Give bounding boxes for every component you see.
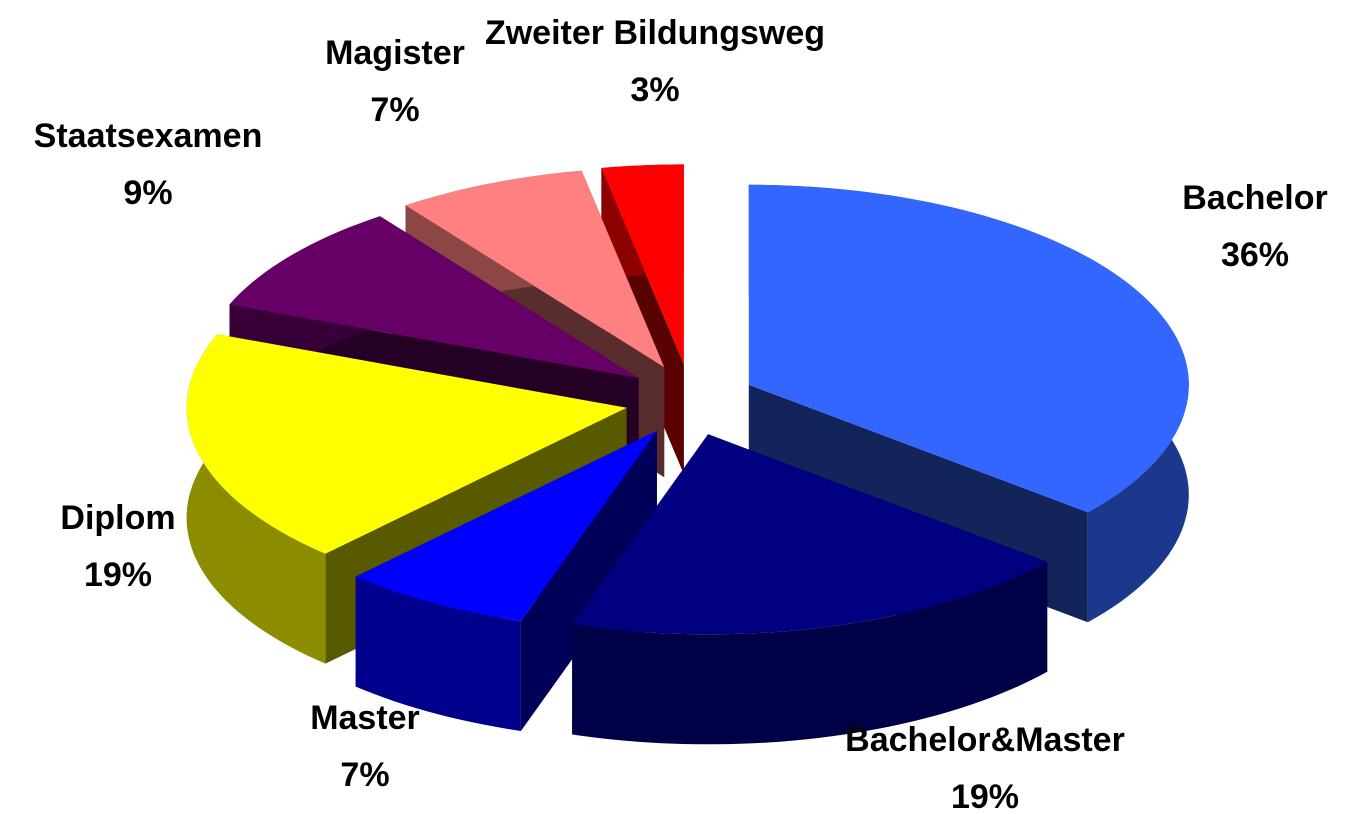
slice (748, 184, 1189, 513)
slice-value-label: 9% (123, 174, 172, 212)
slice-value-label: 7% (340, 756, 389, 794)
slice-value-label: 36% (1221, 236, 1289, 274)
slice-label: Magister (325, 34, 465, 72)
slice-value-label: 7% (370, 91, 419, 129)
slice (355, 430, 657, 731)
slice-wall (572, 561, 1048, 745)
slice (229, 216, 639, 379)
slice-wall (355, 576, 521, 731)
slice-label: Staatsexamen (34, 117, 263, 155)
slice-wall (186, 334, 326, 664)
slice-value-label: 19% (951, 778, 1019, 814)
slice-label: Zweiter Bildungsweg (485, 14, 825, 52)
slice (572, 434, 1048, 745)
slice-label: Bachelor&Master (845, 721, 1125, 759)
slice-label: Bachelor (1182, 179, 1328, 217)
slice-label: Diplom (60, 499, 175, 537)
slice (405, 170, 665, 368)
slice (355, 430, 657, 621)
slice (186, 334, 627, 554)
slice (572, 434, 1048, 635)
slice-value-label: 3% (630, 71, 679, 109)
slice-label: Master (310, 699, 420, 737)
slice (601, 164, 684, 365)
slice-value-label: 19% (84, 556, 152, 594)
